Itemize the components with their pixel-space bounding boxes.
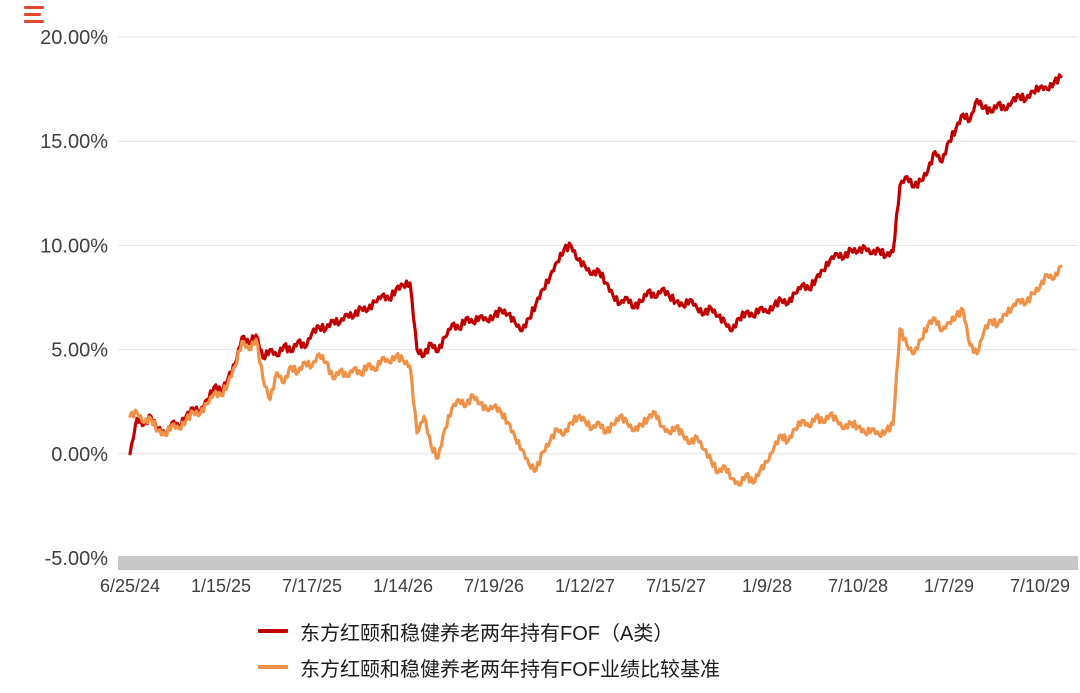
x-axis-tick-label: 1/14/26: [373, 576, 433, 596]
y-axis-tick-label: 10.00%: [40, 235, 108, 257]
x-axis-tick-label: 6/25/24: [100, 576, 160, 596]
performance-line-chart: 20.00% 15.00% 10.00% 5.00% 0.00% -5.00% 6/25/2…: [40, 27, 1078, 596]
legend-item-benchmark: 东方红颐和稳健养老两年持有FOF业绩比较基准: [258, 654, 720, 681]
legend-label-benchmark: 东方红颐和稳健养老两年持有FOF业绩比较基准: [300, 658, 720, 681]
x-axis-tick-label: 7/10/29: [1010, 576, 1070, 596]
series-line-fund: [128, 73, 1063, 456]
series-line-benchmark: [128, 264, 1063, 487]
x-axis-tick-label: 1/9/28: [742, 576, 792, 596]
legend-label-fund: 东方红颐和稳健养老两年持有FOF（A类）: [300, 622, 674, 645]
x-axis-tick-label: 1/15/25: [191, 576, 251, 596]
y-axis-tick-label: 20.00%: [40, 27, 108, 49]
x-axis-tick-label: 1/12/27: [555, 576, 615, 596]
x-axis-tick-label: 7/15/27: [646, 576, 706, 596]
x-axis-tick-label: 1/7/29: [924, 576, 974, 596]
legend-swatch-fund-icon: [258, 629, 288, 633]
legend-swatch-benchmark-icon: [258, 665, 288, 669]
y-axis-tick-label: 0.00%: [51, 444, 108, 466]
axis-baseline-bar: [118, 556, 1078, 570]
y-axis-tick-label: 15.00%: [40, 131, 108, 153]
x-axis-tick-label: 7/19/26: [464, 576, 524, 596]
y-axis-tick-label: -5.00%: [45, 548, 109, 570]
chart-legend: 东方红颐和稳健养老两年持有FOF（A类） 东方红颐和稳健养老两年持有FOF业绩比…: [258, 618, 720, 681]
x-axis-tick-label: 7/10/28: [828, 576, 888, 596]
x-axis-tick-label: 7/17/25: [282, 576, 342, 596]
y-axis-tick-label: 5.00%: [51, 340, 108, 362]
brand-mark-icon: [24, 6, 44, 23]
legend-item-fund: 东方红颐和稳健养老两年持有FOF（A类）: [258, 618, 720, 645]
